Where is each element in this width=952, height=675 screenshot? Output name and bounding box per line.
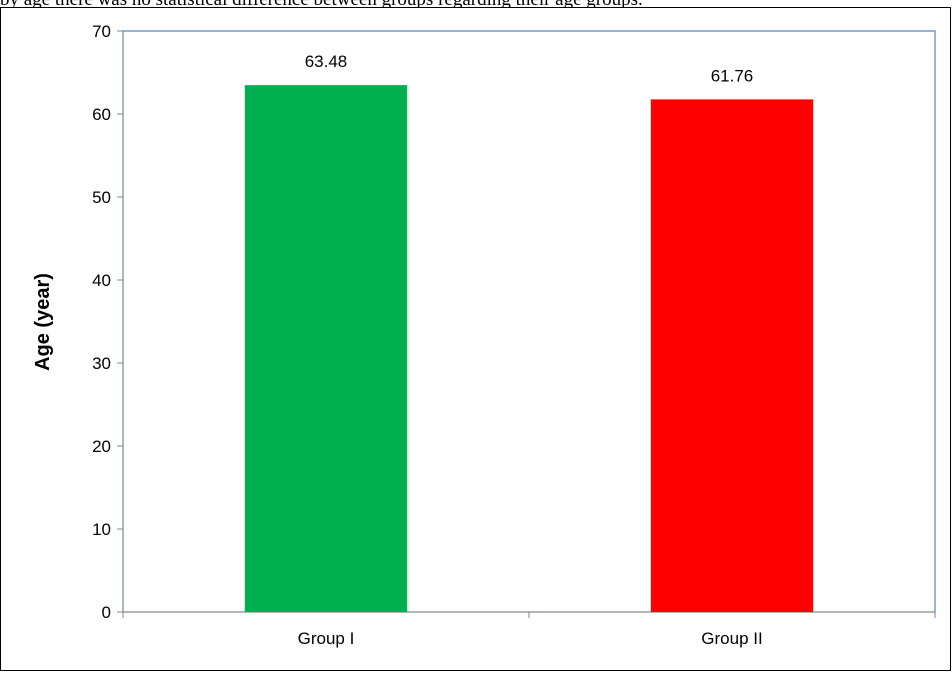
y-axis: 0 10 20 30 40 50 60 70	[92, 22, 124, 622]
bar-chart: 0 10 20 30 40 50 60 70 Group I Group II 63.48 61.…	[32, 22, 936, 648]
data-label: 61.76	[711, 66, 754, 85]
bar	[650, 99, 814, 613]
y-tick-label: 0	[102, 603, 111, 622]
y-tick-label: 60	[92, 105, 111, 124]
y-tick-label: 20	[92, 437, 111, 456]
bar	[244, 85, 408, 613]
data-label: 63.48	[305, 52, 348, 71]
y-tick-label: 70	[92, 22, 111, 41]
y-tick-label: 50	[92, 188, 111, 207]
y-tick-label: 40	[92, 271, 111, 290]
chart-frame: 0 10 20 30 40 50 60 70 Group I Group II 63.48 61.…	[0, 7, 951, 671]
x-category-label: Group I	[298, 629, 355, 648]
y-axis-title: Age (year)	[32, 273, 54, 371]
bars: 63.48 61.76	[244, 52, 814, 613]
y-tick-label: 10	[92, 520, 111, 539]
y-tick-label: 30	[92, 354, 111, 373]
caption-text: by age there was no statistical differen…	[0, 0, 952, 9]
x-category-label: Group II	[701, 629, 762, 648]
x-axis: Group I Group II	[122, 611, 936, 648]
